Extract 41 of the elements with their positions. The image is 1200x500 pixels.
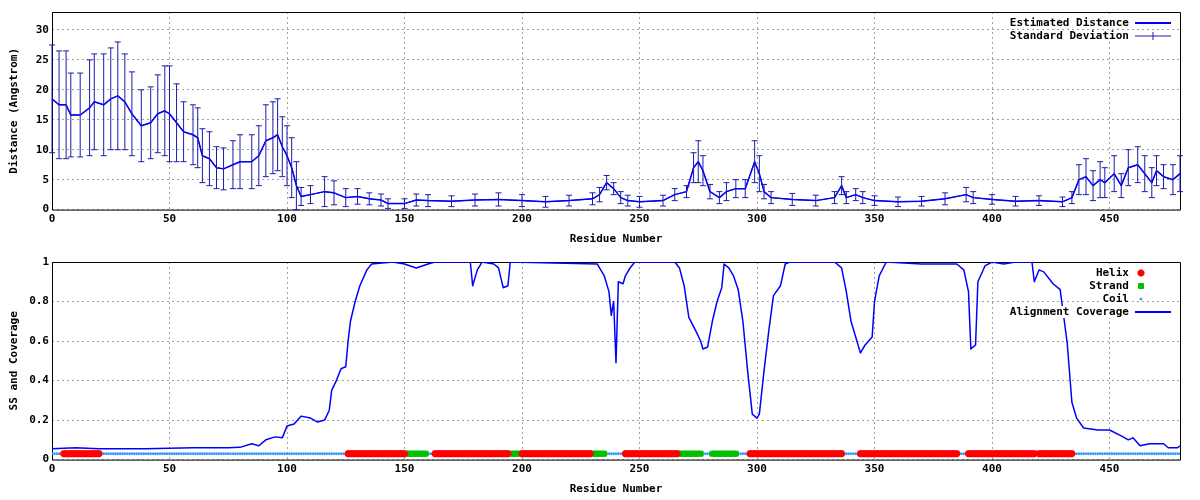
y-axis-title: SS and Coverage — [7, 310, 21, 411]
x-tick-label: 200 — [512, 212, 532, 226]
x-axis-title: Residue Number — [569, 232, 663, 246]
x-tick-label: 50 — [162, 462, 177, 476]
x-tick-label: 250 — [629, 462, 650, 476]
legend-label: Coil — [1102, 291, 1129, 305]
y-tick-label: 25 — [35, 52, 49, 66]
y-tick-label: 10 — [35, 142, 49, 156]
x-tick-label: 400 — [982, 462, 1002, 476]
x-tick-label: 450 — [1099, 462, 1120, 476]
y-tick-label: 20 — [35, 82, 49, 96]
x-tick-label: 50 — [162, 212, 177, 226]
legend-label: Strand — [1089, 278, 1129, 292]
legend-label: Estimated Distance — [1009, 15, 1130, 29]
y-axis-title: Distance (Angstrom) — [7, 47, 21, 174]
x-axis-title: Residue Number — [569, 482, 663, 496]
legend-label: Alignment Coverage — [1009, 304, 1130, 318]
x-tick-label: 350 — [864, 462, 885, 476]
x-tick-label: 100 — [277, 212, 297, 226]
x-tick-label: 450 — [1099, 212, 1120, 226]
y-tick-label: 0.8 — [29, 294, 49, 308]
legend-label: Helix — [1095, 265, 1130, 279]
x-tick-label: 350 — [864, 212, 885, 226]
y-tick-label: 5 — [42, 172, 49, 186]
y-tick-label: 1 — [42, 254, 50, 268]
x-tick-label: 150 — [394, 212, 415, 226]
x-tick-label: 300 — [747, 462, 767, 476]
legend-label: Standard Deviation — [1009, 28, 1129, 42]
y-tick-label: 15 — [35, 112, 49, 126]
y-tick-label: 30 — [35, 22, 49, 36]
y-tick-label: 0.2 — [29, 412, 49, 426]
x-tick-label: 400 — [982, 212, 1002, 226]
x-tick-label: 250 — [629, 212, 650, 226]
y-tick-label: 0 — [42, 452, 49, 466]
x-tick-label: 200 — [512, 462, 532, 476]
y-tick-label: 0.4 — [29, 373, 50, 387]
y-tick-label: 0 — [42, 202, 49, 216]
x-tick-label: 150 — [394, 462, 415, 476]
x-tick-label: 300 — [747, 212, 767, 226]
x-tick-label: 100 — [277, 462, 297, 476]
y-tick-label: 0.6 — [29, 333, 50, 347]
